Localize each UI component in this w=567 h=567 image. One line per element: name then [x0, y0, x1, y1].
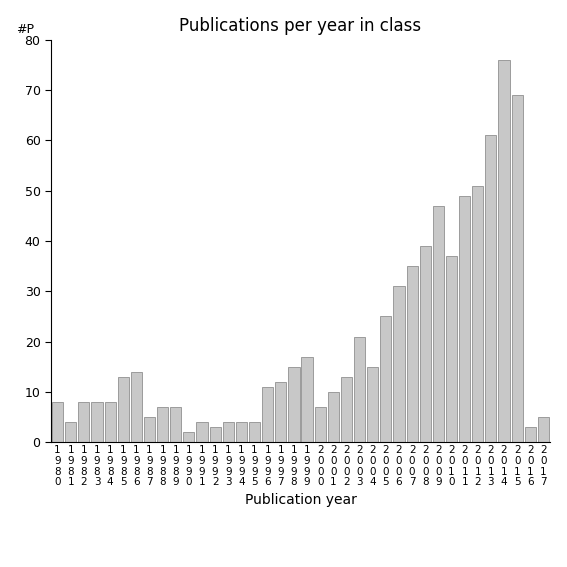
Bar	[498, 60, 510, 442]
Bar	[157, 407, 168, 442]
Bar	[472, 185, 483, 442]
Bar	[380, 316, 391, 442]
Bar	[524, 427, 536, 442]
X-axis label: Publication year: Publication year	[244, 493, 357, 507]
Bar	[446, 256, 457, 442]
Bar	[210, 427, 221, 442]
Bar	[315, 407, 326, 442]
Bar	[52, 402, 63, 442]
Bar	[538, 417, 549, 442]
Bar	[407, 266, 418, 442]
Bar	[367, 367, 378, 442]
Bar	[262, 387, 273, 442]
Bar	[223, 422, 234, 442]
Bar	[289, 367, 299, 442]
Title: Publications per year in class: Publications per year in class	[179, 18, 422, 35]
Bar	[302, 357, 312, 442]
Bar	[170, 407, 181, 442]
Bar	[196, 422, 208, 442]
Bar	[275, 382, 286, 442]
Bar	[459, 196, 470, 442]
Bar	[420, 246, 431, 442]
Bar	[511, 95, 523, 442]
Bar	[393, 286, 405, 442]
Bar	[65, 422, 77, 442]
Bar	[249, 422, 260, 442]
Bar	[183, 432, 194, 442]
Bar	[354, 337, 365, 442]
Bar	[433, 206, 444, 442]
Bar	[91, 402, 103, 442]
Bar	[485, 136, 497, 442]
Bar	[78, 402, 90, 442]
Text: #P: #P	[16, 23, 34, 36]
Bar	[236, 422, 247, 442]
Bar	[104, 402, 116, 442]
Bar	[131, 372, 142, 442]
Bar	[341, 377, 352, 442]
Bar	[118, 377, 129, 442]
Bar	[144, 417, 155, 442]
Bar	[328, 392, 339, 442]
